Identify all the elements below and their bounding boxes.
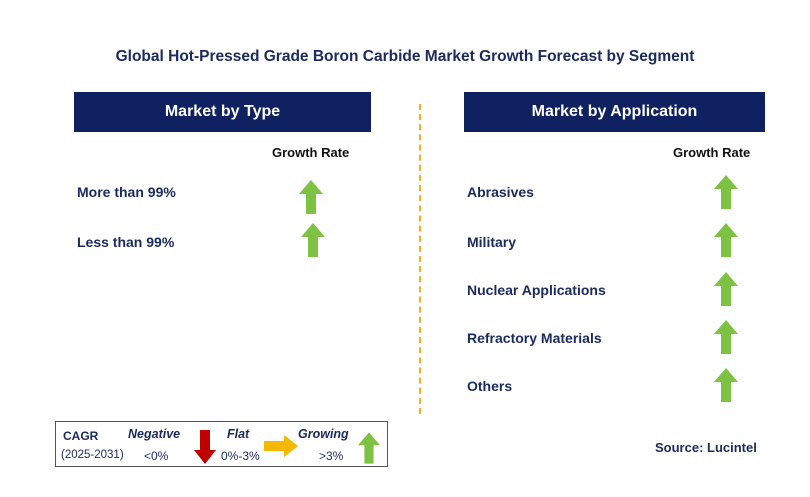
growing-arrow-icon <box>714 368 738 402</box>
legend-period: (2025-2031) <box>61 449 124 461</box>
legend-flat-label: Flat <box>227 427 250 441</box>
type-row-label: More than 99% <box>77 184 176 200</box>
legend-negative-value: <0% <box>144 449 169 463</box>
panel-divider <box>419 104 421 414</box>
cagr-legend: CAGR (2025-2031) Negative <0% Flat 0%-3%… <box>55 421 388 467</box>
growing-arrow-icon <box>714 320 738 354</box>
application-growth-rate-label: Growth Rate <box>673 145 751 160</box>
type-row-label: Less than 99% <box>77 234 175 250</box>
legend-cagr-label: CAGR <box>63 429 99 443</box>
application-row-label: Nuclear Applications <box>467 282 606 298</box>
flat-arrow-icon <box>264 435 298 457</box>
growing-arrow-icon <box>714 175 738 209</box>
negative-arrow-icon <box>194 430 216 464</box>
legend-negative-label: Negative <box>128 427 181 441</box>
market-by-application-header: Market by Application <box>464 92 765 132</box>
legend-growing-value: >3% <box>319 449 344 463</box>
application-row-label: Others <box>467 378 513 394</box>
application-row-label: Military <box>467 234 517 250</box>
growing-arrow-icon <box>358 432 380 464</box>
market-by-type-header: Market by Type <box>74 92 371 132</box>
growing-arrow-icon <box>714 223 738 257</box>
growing-arrow-icon <box>301 223 325 257</box>
legend-flat-value: 0%-3% <box>221 449 260 463</box>
application-row-label: Abrasives <box>467 184 534 200</box>
growing-arrow-icon <box>299 180 323 214</box>
page-title: Global Hot-Pressed Grade Boron Carbide M… <box>115 48 695 65</box>
legend-growing-label: Growing <box>298 427 349 441</box>
source-note: Source: Lucintel <box>655 440 757 455</box>
type-growth-rate-label: Growth Rate <box>272 145 350 160</box>
growing-arrow-icon <box>714 272 738 306</box>
application-row-label: Refractory Materials <box>467 330 602 346</box>
